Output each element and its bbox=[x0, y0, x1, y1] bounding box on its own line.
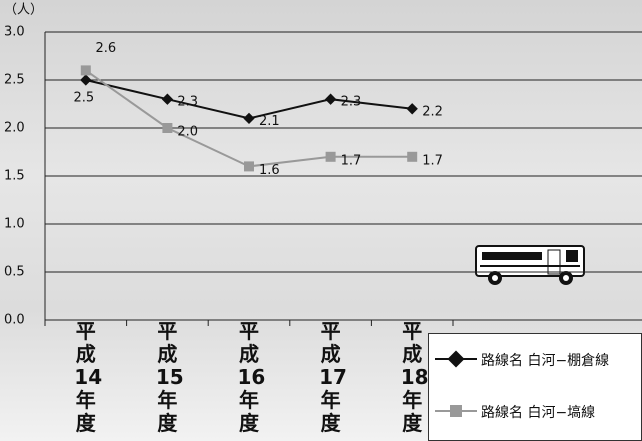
data-label: 2.1 bbox=[259, 114, 280, 129]
y-tick-label: 2.0 bbox=[4, 121, 25, 136]
y-tick-label: 3.0 bbox=[4, 25, 25, 40]
marker bbox=[80, 74, 91, 85]
y-unit: （人） bbox=[4, 3, 43, 18]
y-tick-label: 1.0 bbox=[4, 217, 25, 232]
y-tick-label: 1.5 bbox=[4, 169, 25, 184]
page: （人） 0.0 0.5 1.0 1.5 2.0 2.5 3.0 2.5 2.3 2.1 2.3 2.2… bbox=[0, 0, 642, 441]
bus-icon bbox=[476, 246, 584, 285]
series-line bbox=[86, 80, 412, 118]
data-label: 2.3 bbox=[341, 95, 362, 110]
marker bbox=[243, 113, 254, 124]
x-tick-label: 平成14年度 bbox=[74, 320, 97, 435]
legend-label: 路線名 白河−棚倉線 bbox=[481, 350, 609, 370]
data-label: 2.0 bbox=[177, 125, 198, 140]
y-tick-label: 2.5 bbox=[4, 73, 25, 88]
data-label: 2.6 bbox=[95, 41, 116, 56]
marker bbox=[162, 123, 172, 133]
x-tick-label: 平成17年度 bbox=[319, 320, 342, 435]
marker bbox=[326, 152, 336, 162]
data-label: 2.5 bbox=[73, 91, 94, 106]
x-tick-label: 平成18年度 bbox=[401, 320, 424, 435]
legend-label: 路線名 白河−塙線 bbox=[481, 402, 595, 422]
y-tick-label: 0.0 bbox=[4, 313, 25, 328]
marker bbox=[325, 94, 336, 105]
data-label: 2.2 bbox=[422, 104, 443, 119]
marker bbox=[407, 152, 417, 162]
marker bbox=[81, 65, 91, 75]
data-label: 1.7 bbox=[341, 153, 362, 168]
legend: 路線名 白河−棚倉線 路線名 白河−塙線 bbox=[428, 333, 642, 441]
x-tick-label: 平成15年度 bbox=[156, 320, 179, 435]
marker bbox=[244, 161, 254, 171]
data-label: 1.6 bbox=[259, 163, 280, 178]
x-tick-label: 平成16年度 bbox=[238, 320, 261, 435]
y-tick-label: 0.5 bbox=[4, 265, 25, 280]
marker bbox=[407, 103, 418, 114]
data-label: 1.7 bbox=[422, 153, 443, 168]
marker bbox=[162, 94, 173, 105]
data-label: 2.3 bbox=[177, 95, 198, 110]
